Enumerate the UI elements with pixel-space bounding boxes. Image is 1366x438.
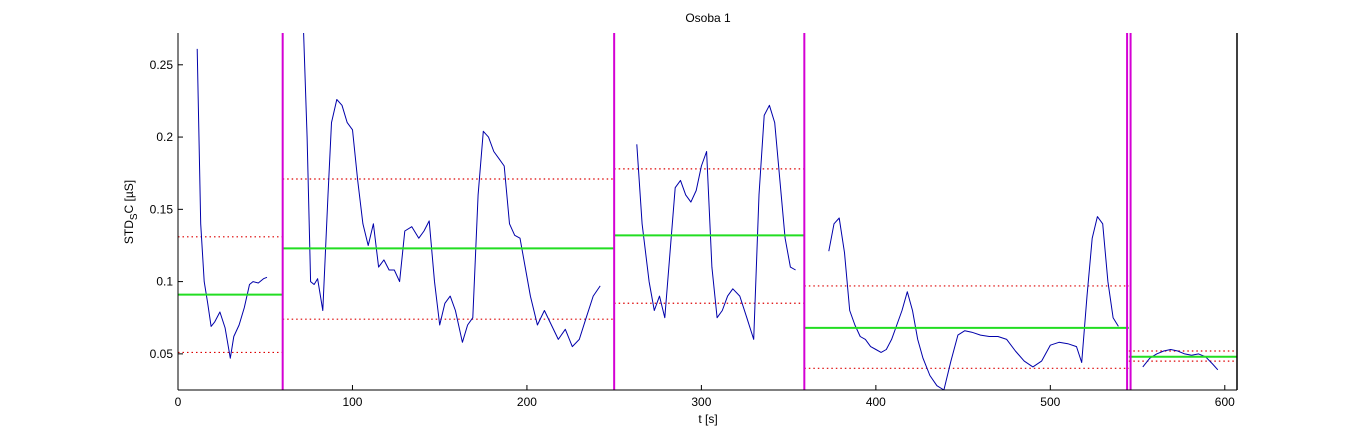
x-tick-label-0: 0 (175, 395, 182, 409)
y-axis-label-main: STD (122, 220, 136, 244)
x-tick-label-100: 100 (342, 395, 362, 409)
x-tick-label-600: 600 (1215, 395, 1235, 409)
x-tick-label-200: 200 (517, 395, 537, 409)
y-tick-label-4: 0.2 (156, 130, 173, 144)
y-axis-label: STDSC [µS] (122, 180, 140, 244)
axes: 0 100 200 300 400 500 600 0.05 0.1 0.15 0.2 0.25 (150, 33, 1238, 409)
plot-area (178, 32, 1237, 391)
signal-series-3 (636, 104, 796, 340)
y-tick-label-5: 0.25 (150, 58, 174, 72)
signal-series-5 (1142, 349, 1219, 371)
signal-series-4 (828, 216, 1119, 391)
chart-title: Osoba 1 (685, 11, 731, 25)
y-tick-label-1: 0.05 (150, 347, 174, 361)
y-axis-label-sub: S (129, 213, 140, 220)
y-tick-label-3: 0.15 (150, 202, 174, 216)
signal-series-1 (196, 48, 268, 359)
x-tick-label-300: 300 (691, 395, 711, 409)
signal-series-2 (303, 32, 601, 348)
y-tick-label-2: 0.1 (156, 275, 173, 289)
y-axis-label-rest: C [µS] (122, 180, 136, 214)
x-axis-label: t [s] (698, 412, 717, 426)
x-tick-label-500: 500 (1040, 395, 1060, 409)
x-tick-label-400: 400 (866, 395, 886, 409)
